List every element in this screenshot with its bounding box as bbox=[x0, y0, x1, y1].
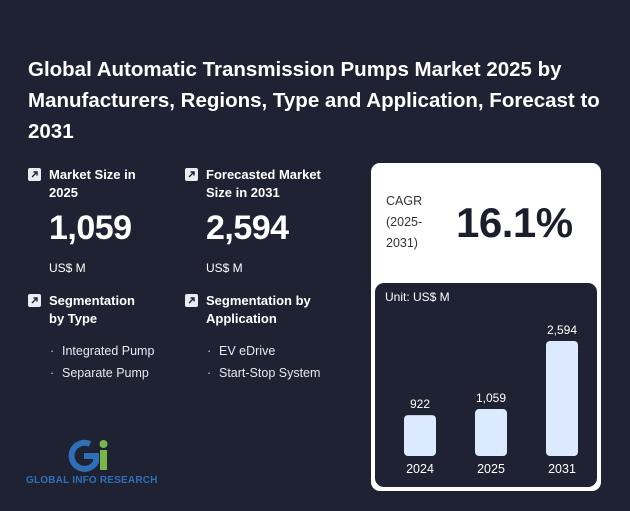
arrow-up-right-icon bbox=[185, 294, 198, 307]
segmentation-type-card: Segmentation by Type Integrated Pump Sep… bbox=[28, 292, 178, 384]
company-logo: GLOBAL INFO RESEARCH bbox=[26, 438, 161, 488]
data-label-2031: 2,594 bbox=[547, 323, 577, 337]
forecast-size-card: Forecasted Market Size in 2031 2,594 US$… bbox=[185, 166, 350, 276]
data-label-2024: 922 bbox=[410, 397, 430, 411]
cagr-label: CAGR (2025-2031) bbox=[386, 194, 423, 250]
x-tick-label-2031: 2031 bbox=[548, 462, 576, 476]
forecast-size-label: Forecasted Market Size in 2031 bbox=[206, 167, 321, 200]
list-item: Start-Stop System bbox=[207, 362, 355, 384]
x-tick-label-2025: 2025 bbox=[477, 462, 505, 476]
segmentation-application-card: Segmentation by Application EV eDrive St… bbox=[185, 292, 355, 384]
list-item: Integrated Pump bbox=[50, 340, 178, 362]
forecast-size-unit: US$ M bbox=[206, 261, 243, 275]
segmentation-application-label: Segmentation by Application bbox=[206, 293, 311, 326]
data-label-2025: 1,059 bbox=[476, 391, 506, 405]
market-size-label: Market Size in 2025 bbox=[49, 167, 136, 200]
x-tick-label-2024: 2024 bbox=[406, 462, 434, 476]
page-title: Global Automatic Transmission Pumps Mark… bbox=[28, 58, 600, 143]
cagr-value: 16.1% bbox=[456, 199, 573, 246]
market-size-card: Market Size in 2025 1,059 US$ M bbox=[28, 166, 168, 276]
arrow-up-right-icon bbox=[28, 294, 41, 307]
cagr-panel: CAGR (2025-2031) 16.1% Unit: US$ M 922 20… bbox=[371, 163, 601, 491]
list-item: EV eDrive bbox=[207, 340, 355, 362]
chart-unit-label: Unit: US$ M bbox=[385, 290, 450, 304]
bar-2024 bbox=[404, 415, 436, 456]
market-size-value: 1,059 bbox=[49, 209, 132, 247]
forecast-size-value: 2,594 bbox=[206, 209, 289, 247]
bar-2031 bbox=[546, 341, 578, 456]
market-size-unit: US$ M bbox=[49, 261, 86, 275]
bar-chart-svg: 922 2024 1,059 2025 2,594 2031 bbox=[404, 323, 578, 476]
bar-2025 bbox=[475, 409, 507, 456]
segmentation-type-label: Segmentation by Type bbox=[49, 293, 135, 326]
logo-text: GLOBAL INFO RESEARCH bbox=[26, 475, 158, 486]
list-item: Separate Pump bbox=[50, 362, 178, 384]
arrow-up-right-icon bbox=[185, 168, 198, 181]
bar-chart: Unit: US$ M 922 2024 1,059 2025 2,594 2031 bbox=[375, 283, 597, 487]
gi-logo-icon bbox=[68, 439, 108, 472]
arrow-up-right-icon bbox=[28, 168, 41, 181]
